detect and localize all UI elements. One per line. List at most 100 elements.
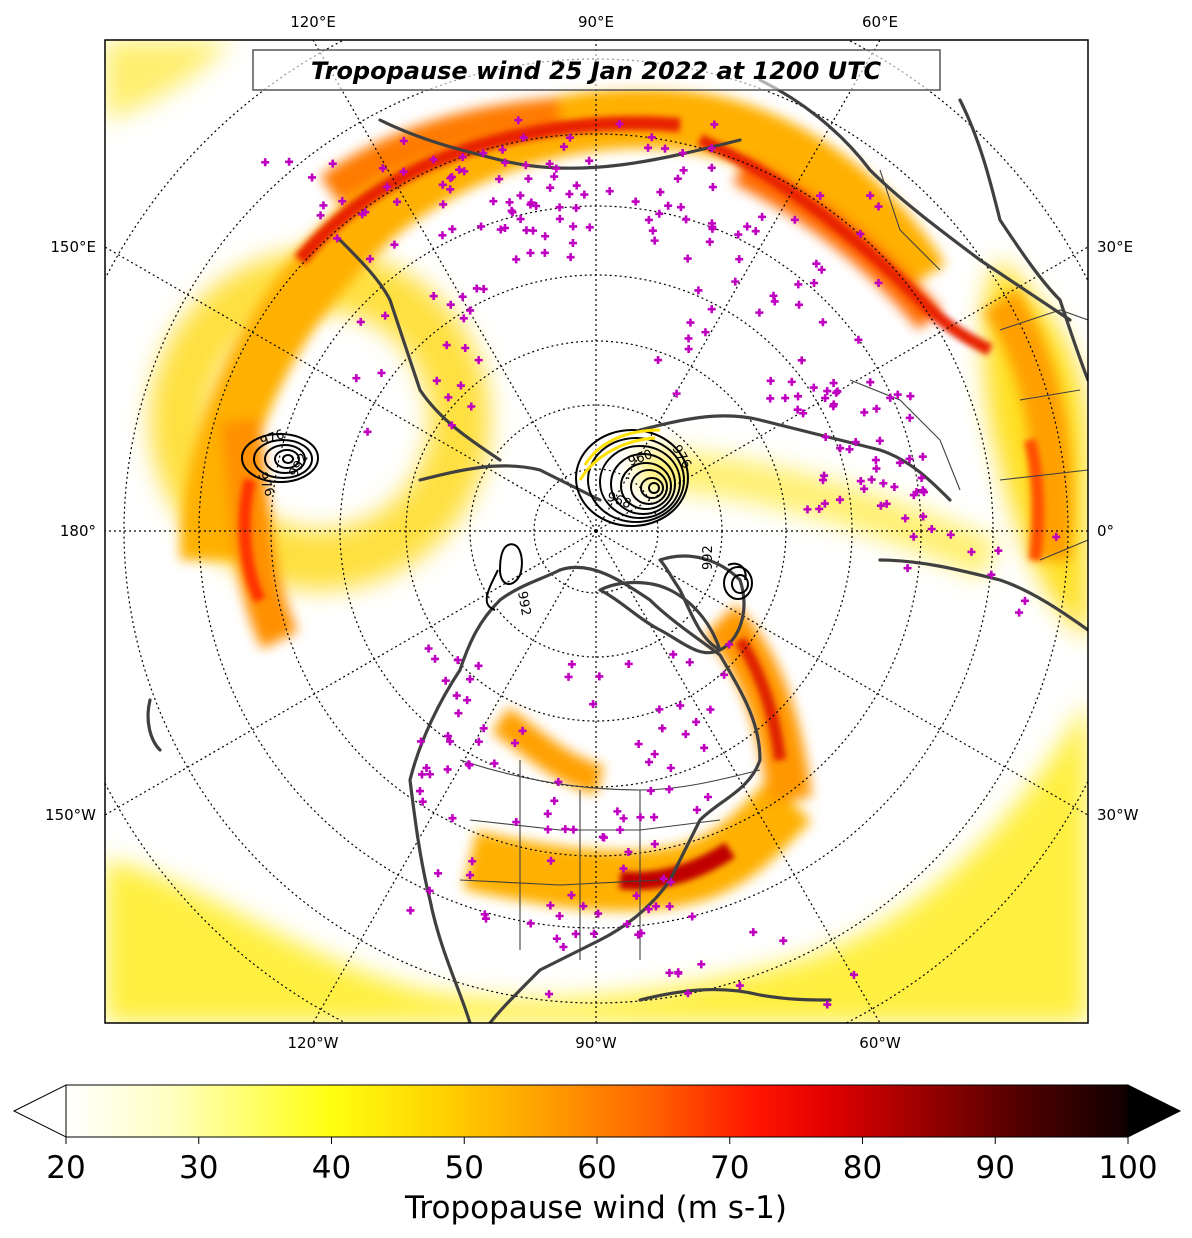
station-marker — [1020, 596, 1029, 605]
station-marker — [751, 227, 760, 236]
station-marker — [461, 343, 470, 352]
contour-label-992b: 992 — [514, 590, 533, 617]
station-marker — [550, 796, 559, 805]
station-marker — [477, 222, 486, 231]
station-marker — [366, 254, 375, 263]
station-marker — [463, 696, 472, 705]
station-marker — [522, 226, 531, 235]
station-marker — [481, 914, 490, 923]
station-marker — [512, 818, 521, 827]
station-marker — [518, 726, 527, 735]
station-marker — [381, 311, 390, 320]
station-marker — [519, 133, 528, 142]
colorbar-tick-label: 100 — [1098, 1150, 1157, 1186]
station-marker — [431, 654, 440, 663]
station-marker — [261, 158, 270, 167]
station-marker — [651, 902, 660, 911]
station-marker — [425, 770, 434, 779]
station-marker — [532, 201, 541, 210]
colorbar-tick-label: 90 — [976, 1150, 1015, 1186]
station-marker — [446, 737, 455, 746]
station-marker — [665, 968, 674, 977]
station-marker — [766, 394, 775, 403]
station-marker — [664, 201, 673, 210]
station-marker — [459, 314, 468, 323]
station-marker — [832, 388, 841, 397]
map-panel: 976 992 976 960 968 976 992 992 Tropopau… — [105, 40, 1088, 1023]
station-marker — [650, 813, 659, 822]
station-marker — [328, 159, 337, 168]
station-marker — [446, 174, 455, 183]
station-marker — [579, 902, 588, 911]
colorbar-tick-label: 40 — [312, 1150, 351, 1186]
station-marker — [466, 871, 475, 880]
station-marker — [559, 942, 568, 951]
colorbar-tick-label: 30 — [179, 1150, 218, 1186]
station-marker — [927, 525, 936, 534]
station-marker — [682, 215, 691, 224]
station-marker — [512, 255, 521, 264]
station-marker — [692, 717, 701, 726]
station-marker — [616, 825, 625, 834]
colorbar-tick-label: 70 — [710, 1150, 749, 1186]
station-marker — [659, 874, 668, 883]
low-pressure-system-baffin — [485, 543, 523, 611]
station-marker — [466, 306, 475, 315]
station-marker — [665, 902, 674, 911]
station-marker — [905, 413, 914, 422]
station-marker — [860, 408, 869, 417]
station-marker — [829, 379, 838, 388]
station-marker — [615, 119, 624, 128]
station-marker — [818, 318, 827, 327]
station-marker — [823, 387, 832, 396]
colorbar-label: Tropopause wind (m s-1) — [404, 1190, 787, 1226]
station-marker — [795, 300, 804, 309]
lon-label-30w: 30°W — [1097, 806, 1139, 824]
station-marker — [816, 191, 825, 200]
station-marker — [810, 279, 819, 288]
station-marker — [634, 740, 643, 749]
station-marker — [879, 479, 888, 488]
station-marker — [489, 197, 498, 206]
station-marker — [987, 570, 996, 579]
station-marker — [545, 159, 554, 168]
station-marker — [443, 765, 452, 774]
station-marker — [438, 180, 447, 189]
station-marker — [546, 856, 555, 865]
station-marker — [688, 912, 697, 921]
station-marker — [561, 825, 570, 834]
station-marker — [845, 445, 854, 454]
station-marker — [794, 392, 803, 401]
station-marker — [580, 190, 589, 199]
station-marker — [790, 215, 799, 224]
station-marker — [803, 505, 812, 514]
station-marker — [708, 183, 717, 192]
station-marker — [667, 878, 676, 887]
station-marker — [918, 452, 927, 461]
station-marker — [501, 224, 510, 233]
station-marker — [650, 750, 659, 759]
station-marker — [906, 392, 915, 401]
station-marker — [308, 173, 317, 182]
station-marker — [793, 405, 802, 414]
station-marker — [815, 504, 824, 513]
station-marker — [541, 232, 550, 241]
low-pressure-system-greenland — [723, 562, 753, 600]
station-marker — [700, 743, 709, 752]
station-marker — [656, 188, 665, 197]
colorbar-extend-min — [12, 1084, 67, 1138]
station-marker — [495, 175, 504, 184]
station-marker — [429, 155, 438, 164]
station-marker — [829, 402, 838, 411]
lon-label-60e: 60°E — [862, 13, 898, 31]
station-marker — [543, 825, 552, 834]
station-marker — [458, 153, 467, 162]
station-marker — [565, 190, 574, 199]
station-marker — [632, 891, 641, 900]
station-marker — [550, 172, 559, 181]
lon-label-150w: 150°W — [45, 806, 96, 824]
station-marker — [567, 891, 576, 900]
station-marker — [967, 547, 976, 556]
station-marker — [624, 659, 633, 668]
station-marker — [508, 208, 517, 217]
